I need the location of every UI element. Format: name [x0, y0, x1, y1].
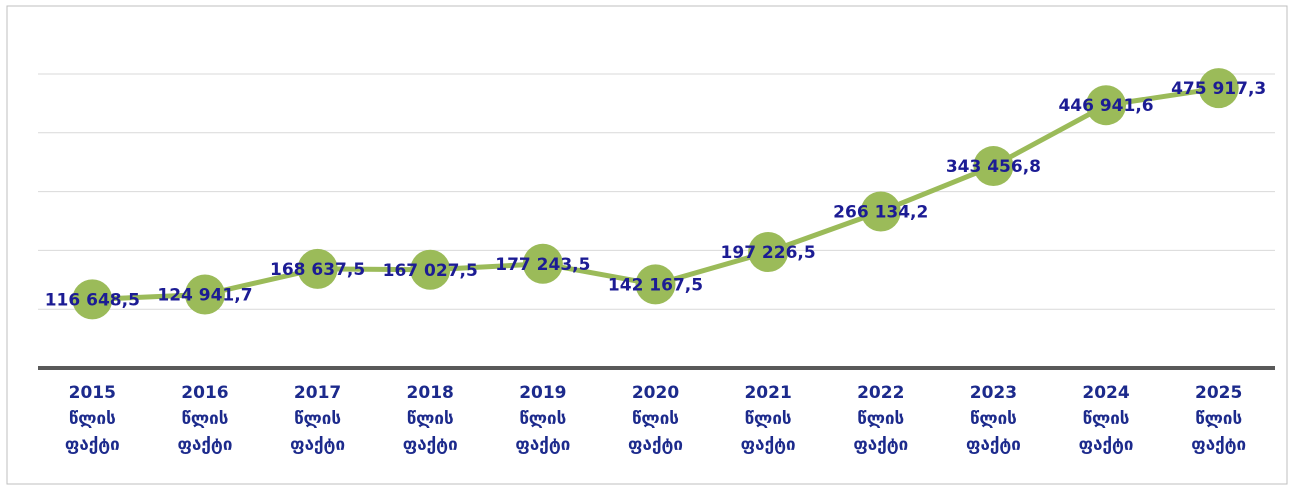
point	[973, 146, 1014, 187]
x-tick-label: 2019 წლის ფაქტი	[515, 383, 571, 455]
data-label: 475 917,3	[1171, 79, 1266, 99]
point	[522, 243, 563, 284]
point	[410, 249, 451, 290]
point	[1198, 68, 1239, 109]
point	[1086, 85, 1127, 126]
data-label: 343 456,8	[946, 157, 1041, 177]
x-tick-label: 2022 წლის ფაქტი	[853, 383, 909, 455]
x-tick-label: 2024 წლის ფაქტი	[1078, 383, 1134, 455]
data-label: 197 226,5	[721, 243, 816, 263]
data-label: 168 637,5	[270, 260, 365, 280]
point	[748, 232, 789, 273]
point	[635, 264, 676, 305]
data-label: 116 648,5	[45, 290, 140, 310]
x-tick-label: 2016 წლის ფაქტი	[177, 383, 233, 455]
x-tick-label: 2020 წლის ფაქტი	[628, 383, 683, 455]
point	[72, 279, 113, 320]
data-label: 142 167,5	[608, 275, 703, 295]
x-tick-label: 2017 წლის ფაქტი	[290, 383, 346, 455]
chart-border	[6, 5, 1288, 485]
data-label: 177 243,5	[495, 255, 590, 275]
point	[860, 191, 901, 232]
data-label: 266 134,2	[833, 203, 928, 223]
x-tick-label: 2018 წლის ფაქტი	[402, 383, 458, 455]
point	[184, 274, 225, 315]
data-label: 446 941,6	[1058, 96, 1153, 116]
point	[297, 248, 338, 289]
x-tick-label: 2023 წლის ფაქტი	[965, 383, 1021, 455]
data-label: 124 941,7	[157, 286, 252, 306]
x-tick-label: 2025 წლის ფაქტი	[1191, 383, 1247, 455]
x-tick-label: 2021 წლის ფაქტი	[740, 383, 796, 455]
x-tick-label: 2015 წლის ფაქტი	[64, 383, 120, 455]
data-label: 167 027,5	[383, 261, 478, 281]
